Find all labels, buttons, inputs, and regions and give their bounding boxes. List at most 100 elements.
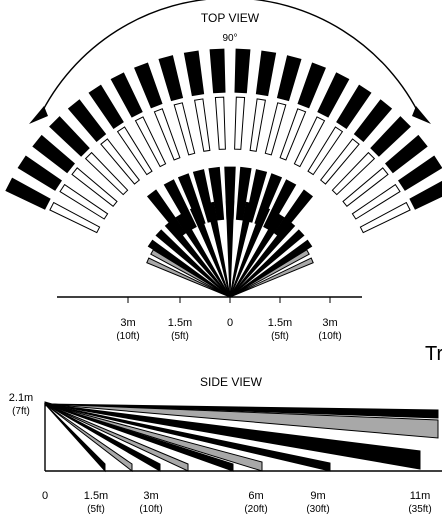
side-axis-label: 6m: [248, 490, 263, 502]
top-zone-outer: [317, 72, 350, 118]
top-zone-outer: [276, 55, 302, 102]
top-zone-middle: [208, 166, 225, 221]
top-zone-outer: [336, 84, 372, 129]
top-zone-outlined: [351, 183, 401, 220]
arc-arrow-left: [29, 106, 48, 124]
top-zone-outlined: [293, 116, 326, 168]
top-zone-inner: [229, 201, 255, 298]
top-zone-outer: [183, 50, 205, 97]
top-zone-outer: [255, 50, 277, 97]
top-zone-inner: [175, 213, 231, 298]
top-zone-outlined: [71, 167, 118, 207]
side-zone-beam: [44, 403, 439, 439]
side-axis-label-ft: (20ft): [244, 504, 267, 515]
top-zone-outer: [385, 134, 428, 174]
side-view: SIDE VIEW 2.1m (7ft) 0 1.5m (5ft) 3m (10…: [9, 375, 442, 515]
top-zone-outlined: [307, 126, 344, 176]
top-zone-outlined: [264, 102, 287, 156]
top-zone-side-ray: [150, 249, 231, 298]
side-axis-label: 3m: [143, 490, 158, 502]
top-zone-outlined: [234, 96, 246, 150]
side-axis-label: 1.5m: [84, 490, 108, 502]
top-zone-outlined: [342, 167, 389, 207]
top-zone-outlined: [84, 151, 129, 196]
top-view-title: TOP VIEW: [201, 11, 260, 25]
top-axis-label: 3m: [322, 317, 337, 329]
top-zone-outer: [370, 116, 411, 157]
top-zone-outlined: [331, 151, 376, 196]
side-zone-beam: [44, 403, 234, 472]
side-axis-label: 0: [42, 490, 48, 502]
top-zone-side-ray: [146, 257, 231, 298]
side-zone-beam: [44, 403, 106, 473]
top-zone-outer: [5, 177, 51, 210]
top-zone-inner: [225, 200, 235, 298]
side-zone-beam: [44, 403, 161, 472]
top-zone-inner: [229, 229, 305, 298]
top-zone-outer: [134, 62, 163, 109]
coverage-angle-arc: [38, 0, 422, 119]
top-zone-outlined: [153, 108, 181, 161]
top-zone-outer: [49, 116, 90, 157]
top-axis-label: 0: [227, 317, 233, 329]
top-zone-outer: [88, 84, 124, 129]
side-view-title: SIDE VIEW: [200, 375, 263, 389]
top-zone-inner: [205, 201, 231, 298]
arc-arrow-right: [412, 106, 431, 124]
side-zone-beam: [44, 403, 263, 472]
side-zone-beam: [44, 403, 189, 472]
top-zone-outlined: [100, 138, 140, 185]
top-zone-outer: [32, 134, 75, 174]
angle-label: 90°: [222, 33, 237, 44]
top-zone-side-ray: [229, 249, 310, 298]
side-axis-label-ft: (10ft): [139, 504, 162, 515]
mount-height-label: 2.1m: [9, 392, 33, 404]
top-zone-outlined: [59, 183, 109, 220]
top-axis-label-ft: (10ft): [116, 331, 139, 342]
top-zone-outlined: [173, 102, 196, 156]
top-zone-outer: [297, 62, 326, 109]
top-zone-outer: [110, 72, 143, 118]
top-zone-outlined: [134, 116, 167, 168]
top-zone-outlined: [194, 98, 211, 152]
top-zone-outlined: [49, 201, 101, 234]
side-axis-label: 11m: [410, 490, 431, 502]
top-view-zones: [5, 48, 442, 298]
side-axis-label: 9m: [310, 490, 325, 502]
top-axis-label-ft: (10ft): [318, 331, 341, 342]
top-zone-outer: [17, 155, 62, 191]
side-zone-beam: [44, 403, 421, 470]
top-zone-outlined: [359, 201, 411, 234]
top-zone-outer: [398, 155, 442, 191]
top-zone-outer: [234, 48, 251, 94]
top-zone-inner: [164, 220, 231, 298]
top-view: TOP VIEW 90° 3m (10ft) 1.5m (5ft) 0 1.5m…: [5, 0, 442, 365]
top-axis-label: 1.5m: [268, 317, 292, 329]
side-zone-beam: [44, 403, 133, 473]
top-zone-inner: [189, 206, 231, 298]
side-zone-beam: [44, 403, 331, 472]
top-zone-outer: [67, 99, 107, 142]
top-axis-label: 1.5m: [168, 317, 192, 329]
side-axis-label-ft: (35ft): [408, 504, 431, 515]
top-axis-label: 3m: [120, 317, 135, 329]
side-view-zones: [44, 401, 439, 473]
top-zone-inner: [229, 220, 296, 298]
top-zone-inner: [229, 206, 271, 298]
top-zone-inner: [155, 229, 231, 298]
top-zone-middle: [235, 166, 252, 221]
top-zone-outlined: [116, 126, 153, 176]
top-zone-outlined: [214, 96, 226, 150]
top-zone-side-ray: [229, 257, 314, 298]
top-zone-inner: [229, 213, 285, 298]
top-axis-label-ft: (5ft): [271, 331, 289, 342]
top-zone-outlined: [279, 108, 307, 161]
mount-height-label-ft: (7ft): [12, 406, 30, 417]
top-zone-outer: [409, 180, 442, 210]
top-zone-outer: [353, 99, 393, 142]
top-zone-outlined: [249, 98, 266, 152]
angle-label-bg: [219, 31, 241, 43]
top-zone-outer: [158, 55, 184, 102]
side-axis-label-ft: (30ft): [306, 504, 329, 515]
